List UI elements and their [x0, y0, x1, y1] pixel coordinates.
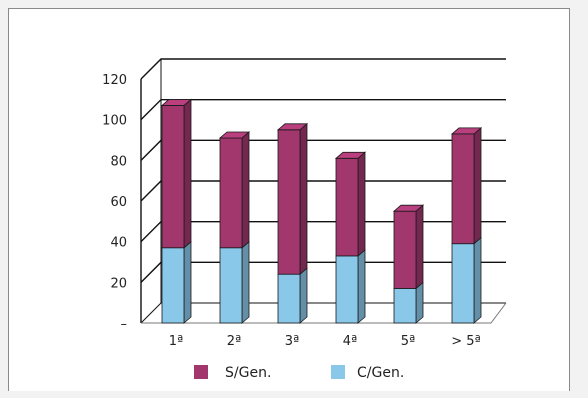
gridline [140, 302, 506, 324]
bar-segment [450, 127, 483, 245]
legend-label-c-gen: C/Gen. [357, 365, 404, 381]
x-tick-label: 5ª [401, 334, 415, 349]
floor-edge [141, 302, 507, 324]
gridline [140, 261, 506, 283]
legend-swatch-s-gen [194, 365, 208, 379]
gridline [140, 98, 506, 121]
bar-segment [335, 249, 366, 324]
y-tick-label: – [121, 317, 128, 332]
bar-segment [161, 240, 192, 324]
x-tick-label: 3ª [285, 334, 299, 349]
gridline [140, 139, 506, 161]
x-tick-label: > 5ª [451, 334, 480, 349]
gridline [140, 58, 506, 80]
y-tick-label: 60 [110, 195, 127, 210]
y-tick-label: 100 [102, 114, 127, 129]
chart-frame: – 20 40 60 80 100 120 1ª 2ª 3ª 4ª 5ª > 5ª S/Gen. C/… [8, 8, 570, 391]
bar-segment [334, 151, 367, 257]
bar-segment [219, 240, 250, 324]
gridline [140, 180, 506, 202]
bar-segment [160, 98, 193, 249]
bar-segment [393, 281, 424, 324]
x-tick-label: 4ª [343, 334, 357, 349]
legend-label-s-gen: S/Gen. [225, 365, 271, 381]
x-tick-label: 2ª [227, 334, 241, 349]
stacked-bar-chart: – 20 40 60 80 100 120 1ª 2ª 3ª 4ª 5ª > 5ª S/Gen. C/… [102, 58, 507, 381]
x-tick-label: 1ª [169, 334, 183, 349]
legend-swatch-c-gen [331, 365, 345, 379]
y-tick-label: 40 [110, 236, 127, 251]
gridline [140, 220, 506, 243]
y-tick-label: 20 [110, 276, 127, 291]
bar-segment [218, 131, 251, 249]
bar-segment [277, 267, 308, 324]
y-tick-label: 80 [110, 154, 127, 169]
y-tick-label: 120 [102, 73, 127, 88]
bar-segment [392, 204, 425, 290]
bar-segment [276, 122, 309, 276]
bar-segment [451, 236, 482, 324]
